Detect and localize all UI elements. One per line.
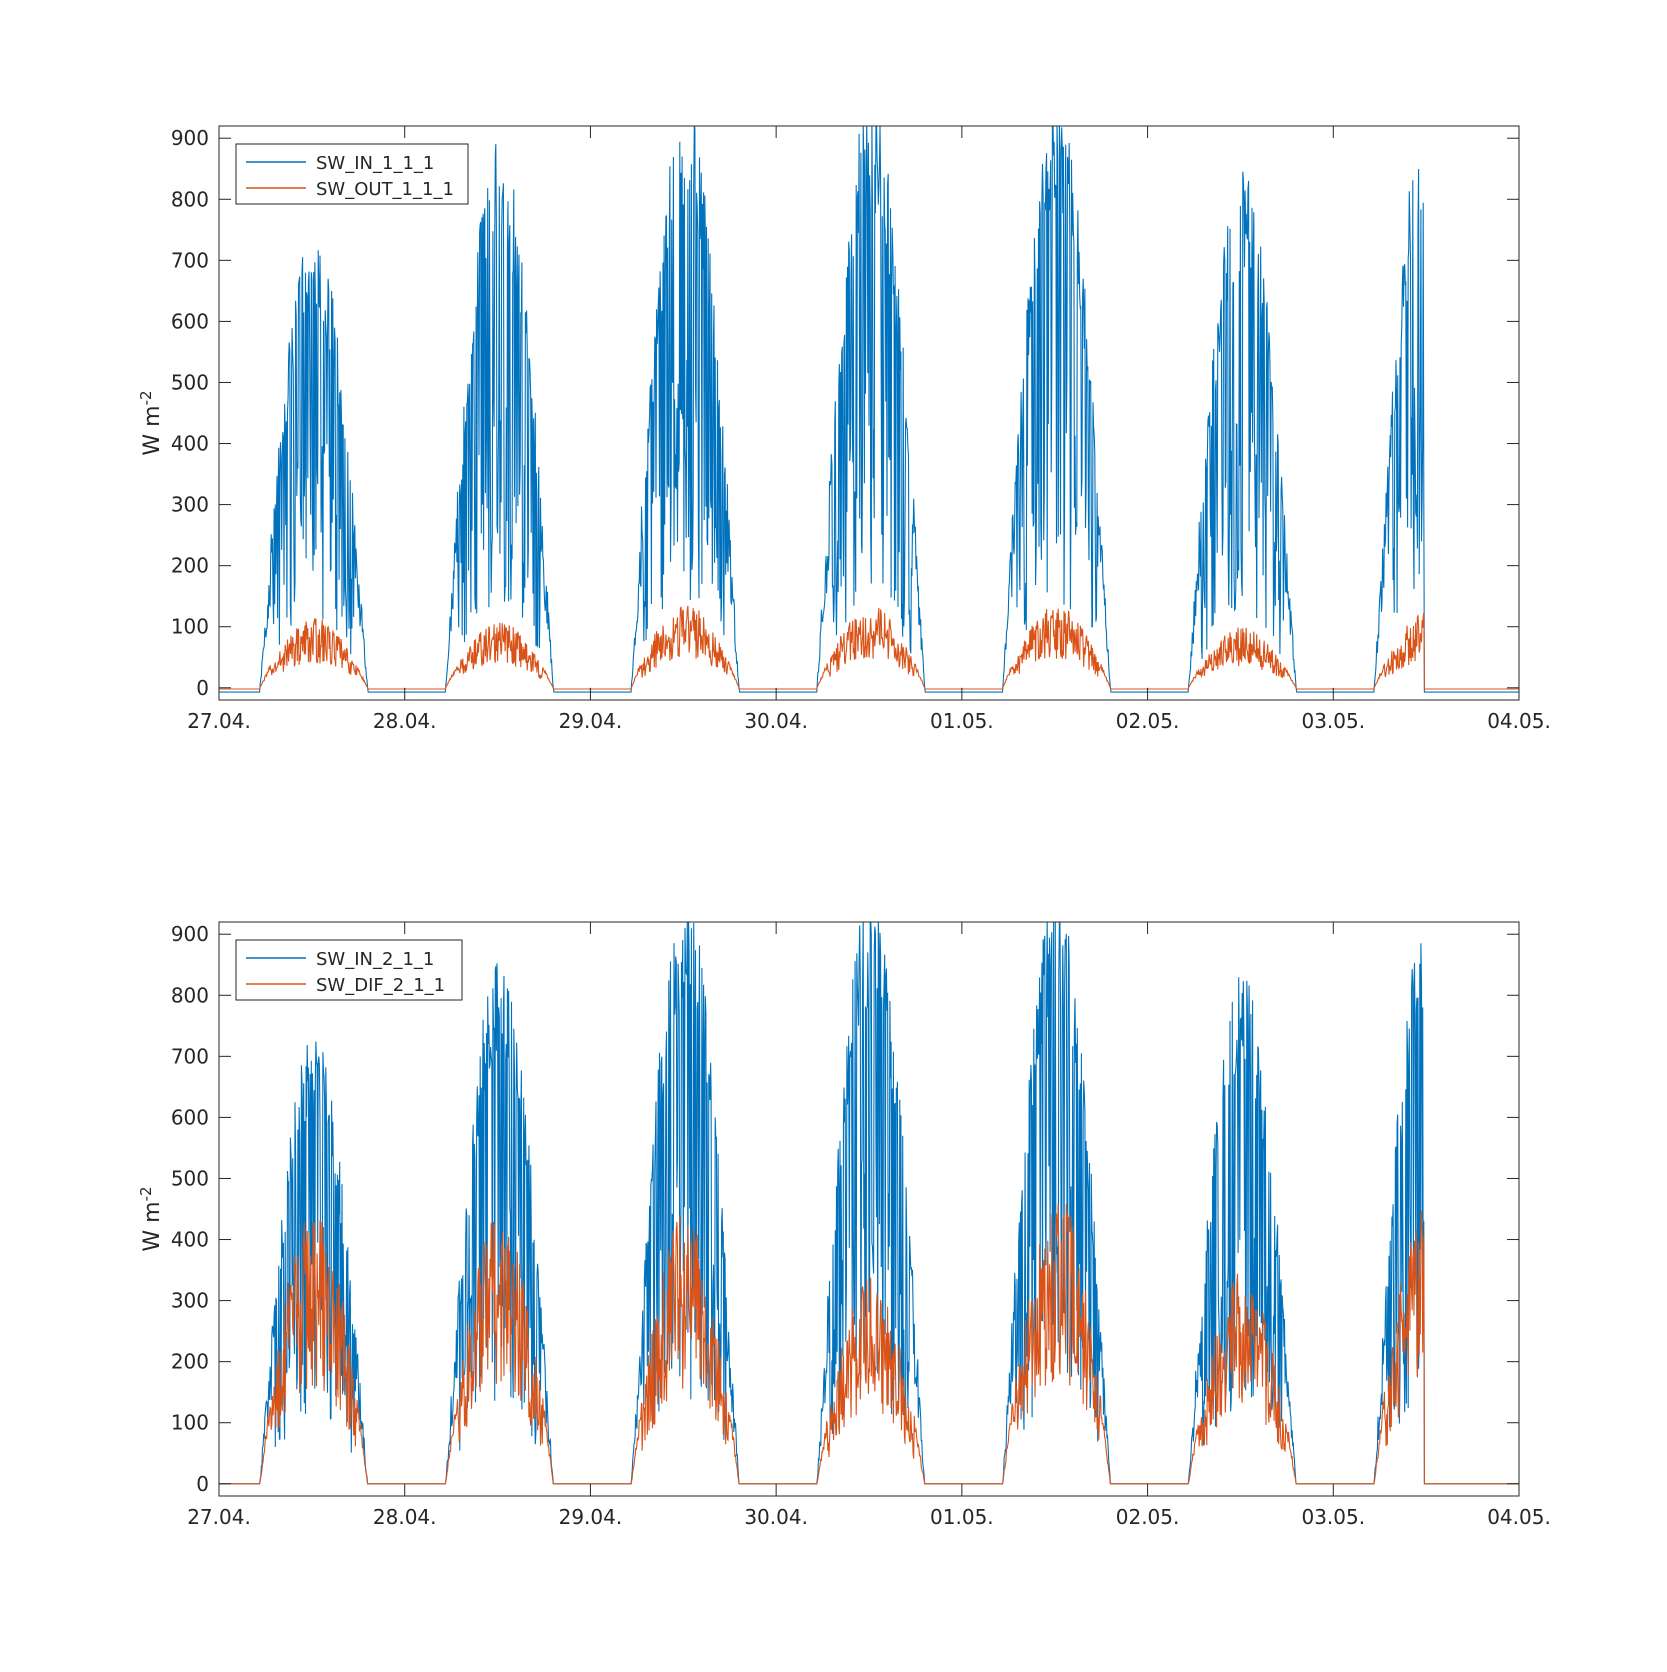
x-tick-label: 04.05.	[1487, 709, 1551, 733]
y-tick-label: 700	[171, 1044, 209, 1068]
y-tick-label: 100	[171, 1411, 209, 1435]
y-tick-label: 500	[171, 370, 209, 394]
y-tick-label: 400	[171, 1228, 209, 1252]
y-tick-label: 400	[171, 432, 209, 456]
chart-top: 0 100 200 300 400 500 600 700 800 900 27.04. 28.04.…	[137, 125, 1551, 733]
x-tick-label: 30.04.	[744, 709, 808, 733]
legend-entry: SW_IN_1_1_1	[316, 153, 434, 174]
y-tick-label: 700	[171, 248, 209, 272]
x-tick-label: 29.04.	[559, 709, 623, 733]
x-tick-label: 30.04.	[744, 1505, 808, 1529]
x-tick-label: 01.05.	[930, 709, 994, 733]
y-tick-label: 500	[171, 1166, 209, 1190]
x-tick-label: 27.04.	[187, 1505, 251, 1529]
legend-box	[235, 939, 463, 1001]
x-tick-label: 27.04.	[187, 709, 251, 733]
y-tick-label: 900	[171, 922, 209, 946]
axes-box	[218, 125, 1520, 701]
legend-entry: SW_DIF_2_1_1	[316, 975, 445, 996]
y-tick-label: 600	[171, 309, 209, 333]
x-tick-label: 03.05.	[1301, 1505, 1365, 1529]
y-tick-label: 100	[171, 615, 209, 639]
series-line-sw-in-1-1-1	[219, 126, 1519, 693]
y-axis-label: W m-2	[137, 390, 165, 455]
y-tick-label: 200	[171, 1350, 209, 1374]
legend-box	[235, 143, 469, 205]
legend-entry: SW_OUT_1_1_1	[316, 179, 454, 200]
plot-area	[219, 922, 1519, 1485]
x-tick-label: 01.05.	[930, 1505, 994, 1529]
y-tick-label: 300	[171, 493, 209, 517]
y-tick-label: 800	[171, 983, 209, 1007]
plot-area	[219, 126, 1519, 693]
y-tick-label: 600	[171, 1105, 209, 1129]
axes-box	[218, 921, 1520, 1497]
y-tick-label: 900	[171, 126, 209, 150]
legend: SW_IN_2_1_1 SW_DIF_2_1_1	[235, 939, 463, 1001]
legend-entry: SW_IN_2_1_1	[316, 949, 434, 970]
x-tick-label: 28.04.	[373, 1505, 437, 1529]
x-tick-label: 04.05.	[1487, 1505, 1551, 1529]
y-tick-label: 300	[171, 1289, 209, 1313]
x-tick-label: 02.05.	[1116, 709, 1180, 733]
y-axis-label: W m-2	[137, 1186, 165, 1251]
y-tick-label: 0	[196, 676, 209, 700]
x-tick-label: 28.04.	[373, 709, 437, 733]
x-tick-label: 03.05.	[1301, 709, 1365, 733]
x-tick-label: 29.04.	[559, 1505, 623, 1529]
y-tick-label: 0	[196, 1472, 209, 1496]
series-line-sw-out-1-1-1	[219, 605, 1519, 690]
series-line-sw-in-2-1-1	[219, 922, 1519, 1485]
chart-bottom: 0 100 200 300 400 500 600 700 800 900 27.04. 28.04.…	[137, 921, 1551, 1529]
legend: SW_IN_1_1_1 SW_OUT_1_1_1	[235, 143, 469, 205]
x-tick-label: 02.05.	[1116, 1505, 1180, 1529]
series-line-sw-dif-2-1-1	[219, 1203, 1519, 1485]
y-tick-label: 800	[171, 187, 209, 211]
y-tick-label: 200	[171, 554, 209, 578]
